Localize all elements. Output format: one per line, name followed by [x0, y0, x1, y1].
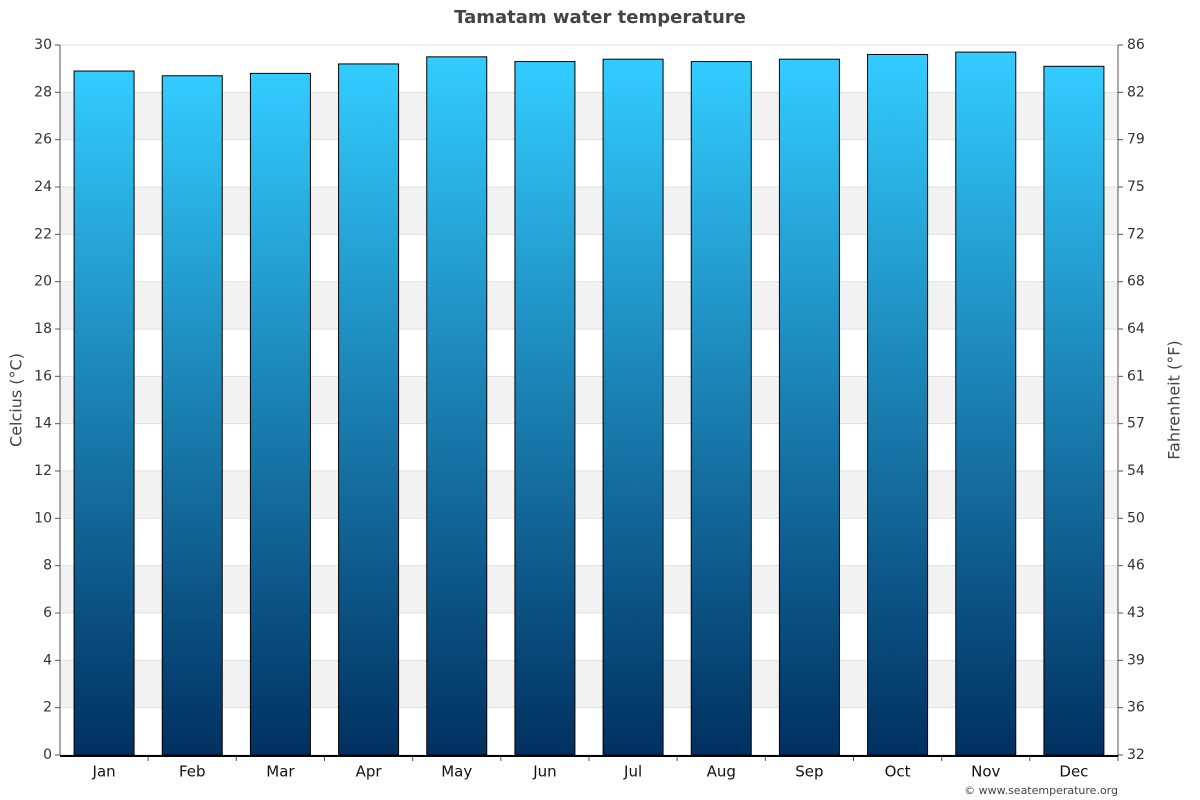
y2-tick-label: 36	[1127, 700, 1145, 716]
bar	[73, 70, 135, 756]
y2-tick-label: 46	[1127, 558, 1145, 574]
grid-band	[60, 187, 1118, 235]
y-tick-label: 14	[34, 416, 52, 432]
x-tick-label: Apr	[356, 763, 383, 781]
grid-bands	[60, 44, 1118, 756]
y-tick-label: 20	[34, 274, 52, 290]
chart-title: Tamatam water temperature	[454, 7, 746, 28]
y-tick-label: 24	[34, 179, 52, 195]
grid-band	[60, 660, 1118, 708]
y-tick-label: 0	[43, 747, 52, 763]
y-axis-title: Celcius (°C)	[7, 353, 26, 447]
y2-tick-label: 50	[1127, 510, 1145, 526]
y2-tick-label: 61	[1127, 368, 1145, 384]
y-tick-label: 6	[43, 605, 52, 621]
grid-band	[60, 281, 1118, 329]
y-tick-label: 28	[34, 84, 52, 100]
grid-band	[60, 565, 1118, 613]
bar	[1043, 65, 1105, 756]
y-tick-label: 4	[43, 652, 52, 668]
bar	[602, 58, 664, 756]
bar	[338, 63, 400, 756]
bar	[778, 58, 840, 756]
y-tick-label: 8	[43, 558, 52, 574]
y2-axis-title: Fahrenheit (°F)	[1165, 340, 1184, 459]
y2-tick-label: 57	[1127, 416, 1145, 432]
bar	[867, 53, 929, 756]
x-tick-label: Jun	[532, 763, 556, 781]
y-tick-label: 22	[34, 226, 52, 242]
y2-tick-label: 86	[1127, 37, 1145, 53]
y2-tick-label: 43	[1127, 605, 1145, 621]
x-tick-label: Jul	[623, 763, 642, 781]
grid-band	[60, 376, 1118, 424]
grid-band	[60, 92, 1118, 140]
x-tick-label: Aug	[707, 763, 736, 781]
y2-tick-label: 75	[1127, 179, 1145, 195]
x-tick-label: Mar	[266, 763, 295, 781]
x-tick-label: May	[441, 763, 472, 781]
x-tick-label: Dec	[1059, 763, 1088, 781]
y2-tick-label: 79	[1127, 132, 1145, 148]
x-tick-label: Sep	[795, 763, 823, 781]
y2-tick-label: 72	[1127, 226, 1145, 242]
y2-tick-label: 39	[1127, 652, 1145, 668]
x-tick-label: Feb	[179, 763, 206, 781]
y2-tick-label: 54	[1127, 463, 1145, 479]
y-tick-label: 2	[43, 700, 52, 716]
y2-tick-label: 82	[1127, 84, 1145, 100]
y-tick-label: 30	[34, 37, 52, 53]
bar	[690, 61, 752, 756]
y-tick-label: 18	[34, 321, 52, 337]
bar	[514, 61, 576, 756]
y-tick-label: 26	[34, 132, 52, 148]
bar	[249, 72, 311, 756]
y2-tick-label: 68	[1127, 274, 1145, 290]
y-tick-label: 10	[34, 510, 52, 526]
y-tick-label: 16	[34, 368, 52, 384]
x-tick-label: Nov	[971, 763, 1000, 781]
bar	[955, 51, 1017, 756]
x-tick-label: Jan	[92, 763, 116, 781]
y2-tick-label: 32	[1127, 747, 1145, 763]
y-tick-label: 12	[34, 463, 52, 479]
grid-band	[60, 471, 1118, 519]
bar	[426, 56, 488, 756]
credit: © www.seatemperature.org	[964, 784, 1118, 797]
x-tick-label: Oct	[885, 763, 911, 781]
bar	[161, 75, 223, 756]
y2-tick-label: 64	[1127, 321, 1145, 337]
